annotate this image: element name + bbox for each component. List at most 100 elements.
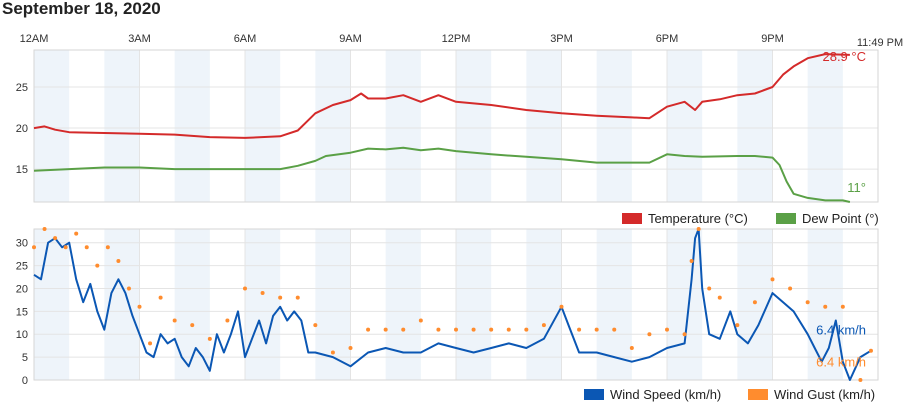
wind-gust-point [172, 318, 177, 323]
series-value-label: 6.4 km/h [816, 355, 866, 370]
hour-band [737, 50, 773, 202]
wind-gust-point [63, 245, 68, 250]
wind-gust-point [158, 295, 163, 300]
series-value-label: 6.4 km/h [816, 323, 866, 338]
wind-gust-point [366, 327, 371, 332]
wind-gust-point [541, 323, 546, 328]
hour-band [34, 50, 70, 202]
hour-band [526, 50, 562, 202]
hour-band [385, 229, 421, 380]
hour-band [34, 229, 70, 380]
y-tick-label: 25 [16, 82, 28, 94]
time-tick-label: 3AM [128, 33, 151, 45]
wind-gust-point [682, 332, 687, 337]
wind-gust-point [858, 378, 863, 382]
legend-swatch [748, 389, 768, 400]
wind-gust-point [126, 286, 131, 291]
wind-legend: Wind Speed (km/h) Wind Gust (km/h) [584, 387, 875, 402]
wind-gust-point [225, 318, 230, 323]
hour-band [807, 50, 843, 202]
wind-speed-km-h-line [33, 228, 872, 381]
current-time: 11:49 PM [857, 37, 903, 49]
wind-gust-point [53, 236, 58, 241]
time-tick-label: 9PM [761, 33, 784, 45]
wind-gust-point [665, 327, 669, 332]
hour-band [667, 229, 703, 380]
wind-gust-point [840, 304, 845, 309]
y-tick-label: 0 [22, 375, 28, 387]
time-tick-label: 6AM [234, 33, 257, 45]
wind-gust-point [383, 327, 388, 332]
plot-frame [33, 228, 879, 381]
time-tick-label: 12PM [442, 33, 471, 45]
wind-gust-point [752, 300, 757, 305]
hour-band [667, 50, 703, 202]
wind-gust-point [489, 327, 494, 332]
wind-gust-point [770, 277, 775, 282]
legend-label: Wind Speed (km/h) [610, 387, 721, 402]
legend-label: Dew Point (°) [802, 211, 879, 226]
wind-gust-point [788, 286, 793, 291]
legend-swatch [776, 213, 796, 224]
time-tick-label: 12AM [20, 33, 49, 45]
hour-band [456, 50, 492, 202]
wind-gust-series [32, 227, 873, 382]
time-axis: 12AM 3AM 6AM 9AM 12PM 3PM 6PM 9PM [20, 33, 784, 45]
time-tick-label: 9AM [339, 33, 362, 45]
wind-gust-point [74, 231, 79, 236]
hour-band [315, 50, 351, 202]
legend-swatch [584, 389, 604, 400]
hour-band [385, 50, 421, 202]
wind-gust-point [95, 263, 100, 268]
hour-band [596, 50, 632, 202]
wind-gust-point [612, 327, 617, 332]
y-tick-label: 30 [16, 238, 28, 250]
wind-gust-point [243, 286, 247, 291]
time-tick-label: 3PM [550, 33, 573, 45]
wind-gust-point [84, 245, 89, 250]
wind-gust-point [524, 327, 529, 332]
legend-swatch [622, 213, 642, 224]
wind-gust-point [190, 323, 195, 328]
wind-gust-point [32, 245, 36, 250]
wind-gust-point [260, 291, 265, 296]
temperature-legend: Temperature (°C) Dew Point (°) [622, 211, 879, 226]
wind-gust-point [735, 323, 740, 328]
wind-gust-point [105, 245, 110, 250]
hour-band [245, 229, 281, 380]
hour-band [245, 50, 281, 202]
wind-gust-point [278, 295, 283, 300]
hour-band [104, 50, 140, 202]
hour-band [174, 50, 210, 202]
wind-gust-point [696, 227, 701, 231]
y-tick-label: 10 [16, 329, 28, 341]
wind-gust-point [805, 300, 810, 305]
wind-gust-point [418, 318, 423, 323]
hour-band [526, 229, 562, 380]
legend-label: Temperature (°C) [648, 211, 748, 226]
time-tick-label: 6PM [656, 33, 679, 45]
y-tick-label: 5 [22, 352, 28, 364]
series-value-label: 11° [847, 180, 866, 195]
wind-gust-point [577, 327, 582, 332]
wind-gust-point [707, 286, 712, 291]
temperature-c-line [33, 53, 850, 139]
wind-gust-point [506, 327, 511, 332]
plot-frame [33, 49, 879, 203]
y-tick-label: 25 [16, 261, 28, 273]
wind-gust-point [42, 227, 47, 231]
temperature-panel: 15 20 25 28.9 °C 11° [16, 49, 879, 203]
wind-gust-point [647, 332, 652, 337]
wind-gust-point [295, 295, 300, 300]
wind-gust-point [868, 348, 873, 353]
wind-gust-point [629, 345, 634, 350]
page-title: September 18, 2020 [2, 0, 161, 18]
wind-gust-point [454, 327, 458, 332]
y-tick-label: 20 [16, 123, 28, 135]
wind-panel: 0 5 10 15 20 25 30 6.4 km/h 6.4 km/h [16, 227, 879, 387]
y-tick-label: 15 [16, 164, 28, 176]
wind-gust-point [348, 345, 353, 350]
y-tick-label: 15 [16, 306, 28, 318]
wind-gust-point [137, 304, 142, 309]
